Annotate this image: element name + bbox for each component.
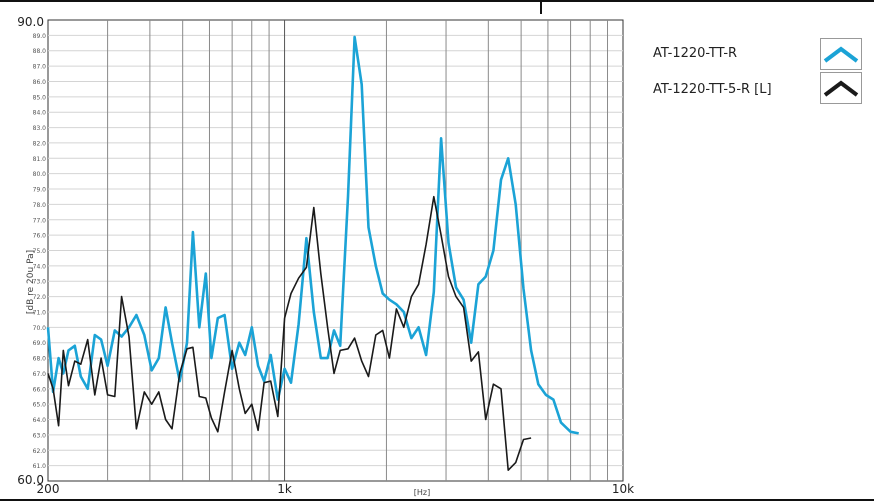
y-tick-label-minor: 72.0: [33, 294, 47, 301]
y-tick-label-minor: 69.0: [33, 340, 47, 347]
y-tick-label-minor: 73.0: [33, 279, 47, 286]
legend-swatch-icon: [820, 38, 862, 70]
y-tick-label-minor: 89.0: [33, 33, 47, 40]
x-axis-label: [Hz]: [414, 488, 430, 497]
y-tick-label-minor: 64.0: [33, 417, 47, 424]
top-border-left: [0, 0, 874, 2]
y-tick-label-minor: 62.0: [33, 448, 47, 455]
y-tick-label-minor: 61.0: [33, 463, 47, 470]
y-tick-label-minor: 75.0: [33, 248, 47, 255]
legend-item-label: AT-1220-TT-R: [653, 46, 738, 61]
y-tick-label-major: 90.0: [17, 15, 44, 29]
y-tick-label-minor: 81.0: [33, 156, 47, 163]
y-tick-labels: 90.0 60.0 89.0 88.0 87.0 86.0 85.0 84.0 83.0 82.0…: [17, 15, 46, 487]
minor-gridlines: [48, 34, 623, 467]
series-line-at-1220-tt-5-r-l: [47, 195, 532, 472]
y-tick-label-minor: 87.0: [33, 64, 47, 71]
y-tick-label-minor: 70.0: [33, 325, 47, 332]
y-tick-label-minor: 82.0: [33, 140, 47, 147]
x-tick-labels: 200 1k 10k: [37, 482, 635, 496]
chevron-up-icon: [823, 80, 859, 97]
y-axis-label: [dB re 20u Pa]: [26, 250, 36, 314]
y-tick-label-minor: 76.0: [33, 233, 47, 240]
x-tick-label: 1k: [277, 482, 292, 496]
legend-item-label: AT-1220-TT-5-R [L]: [653, 82, 772, 97]
y-tick-label-minor: 66.0: [33, 386, 47, 393]
top-divider: [540, 0, 542, 14]
y-tick-label-minor: 84.0: [33, 110, 47, 117]
y-tick-label-minor: 83.0: [33, 125, 47, 132]
x-tick-label: 10k: [612, 482, 634, 496]
series-line-at-1220-tt-r: [46, 35, 579, 435]
y-tick-label-minor: 79.0: [33, 187, 47, 194]
y-tick-label-minor: 68.0: [33, 356, 47, 363]
y-tick-label-minor: 71.0: [33, 309, 47, 316]
y-tick-label-major: 60.0: [17, 473, 44, 487]
y-tick-label-minor: 65.0: [33, 402, 47, 409]
y-tick-label-minor: 67.0: [33, 371, 47, 378]
series-lines: [46, 35, 579, 472]
y-tick-label-minor: 86.0: [33, 79, 47, 86]
y-tick-label-minor: 80.0: [33, 171, 47, 178]
legend-swatch-icon: [820, 72, 862, 104]
y-tick-label-minor: 74.0: [33, 263, 47, 270]
y-tick-label-minor: 78.0: [33, 202, 47, 209]
chevron-up-icon: [823, 46, 859, 63]
x-tick-label: 200: [37, 482, 60, 496]
y-tick-label-minor: 63.0: [33, 432, 47, 439]
bottom-border: [0, 499, 874, 501]
y-tick-label-minor: 85.0: [33, 94, 47, 101]
y-tick-label-minor: 77.0: [33, 217, 47, 224]
y-tick-label-minor: 88.0: [33, 48, 47, 55]
